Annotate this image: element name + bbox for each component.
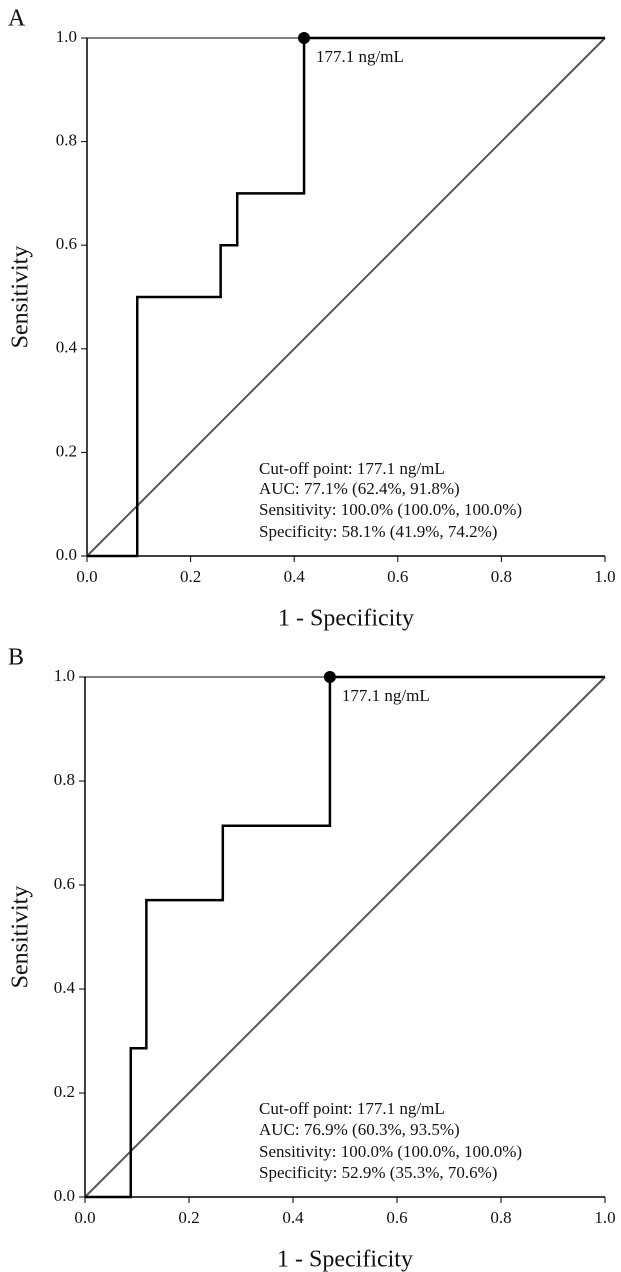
x-tick-label: 0.4 (284, 567, 306, 586)
y-tick-label: 0.8 (56, 131, 77, 150)
y-tick-label: 0.6 (54, 874, 75, 893)
y-tick-label: 0.4 (54, 978, 76, 997)
x-tick-label: 0.2 (178, 1208, 199, 1227)
y-tick-label: 0.0 (54, 1186, 75, 1205)
y-tick-label: 0.2 (54, 1082, 75, 1101)
x-axis-label: 1 - Specificity (277, 1247, 413, 1272)
y-tick-label: 0.8 (54, 770, 75, 789)
x-tick-label: 1.0 (594, 1208, 615, 1227)
roc-curve (85, 675, 605, 1199)
reference-line (84, 676, 606, 1198)
annotation: AUC: 76.9% (60.3%, 93.5%) (259, 1120, 460, 1139)
cutoff-point (298, 32, 311, 44)
x-tick-label: 0.4 (282, 1208, 304, 1227)
y-tick-label: 1.0 (56, 27, 77, 46)
y-tick-label: 1.0 (54, 666, 75, 685)
cutoff-label: 177.1 ng/mL (316, 47, 404, 66)
annotation: Cut-off point: 177.1 ng/mL (259, 1099, 445, 1118)
y-tick-label: 0.0 (56, 545, 77, 564)
roc-curve (87, 36, 605, 558)
x-tick-label: 0.0 (74, 1208, 95, 1227)
x-tick-label: 0.8 (491, 567, 512, 586)
cutoff-label: 177.1 ng/mL (342, 686, 430, 705)
annotation: Cut-off point: 177.1 ng/mL (259, 459, 445, 478)
annotation: Specificity: 52.9% (35.3%, 70.6%) (259, 1163, 497, 1182)
y-axis-label: Sensitivity (8, 886, 34, 989)
x-tick-label: 1.0 (594, 567, 615, 586)
annotation: Specificity: 58.1% (41.9%, 74.2%) (259, 522, 497, 541)
panel-label: B (8, 645, 24, 671)
y-tick-label: 0.2 (56, 441, 77, 460)
x-tick-label: 0.2 (180, 567, 201, 586)
x-tick-label: 0.0 (76, 567, 97, 586)
annotation: Sensitivity: 100.0% (100.0%, 100.0%) (259, 1142, 522, 1161)
y-tick-label: 0.6 (56, 234, 77, 253)
annotation: AUC: 77.1% (62.4%, 91.8%) (259, 479, 460, 498)
x-tick-label: 0.6 (387, 567, 408, 586)
reference-line (86, 37, 606, 557)
cutoff-point (323, 671, 336, 683)
x-axis-label: 1 - Specificity (278, 606, 414, 632)
x-tick-label: 0.8 (490, 1208, 511, 1227)
annotation: Sensitivity: 100.0% (100.0%, 100.0%) (259, 500, 522, 519)
y-axis-label: Sensitivity (8, 246, 34, 349)
panel-label: A (8, 6, 26, 32)
y-tick-label: 0.4 (56, 338, 78, 357)
x-tick-label: 0.6 (386, 1208, 407, 1227)
